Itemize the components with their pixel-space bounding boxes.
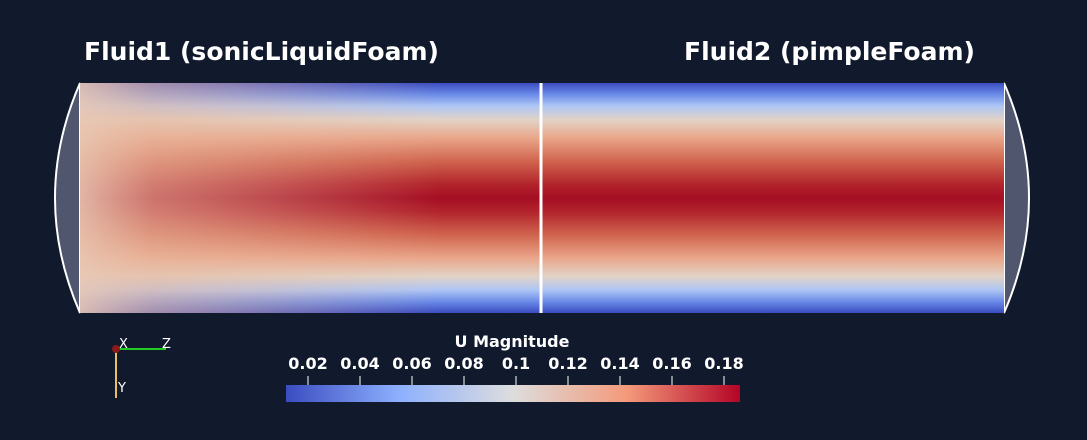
colorbar-tick-label: 0.08 [444,354,483,373]
colorbar-title: U Magnitude [455,332,570,351]
x-label: X [119,337,128,352]
colorbar-tick-label: 0.16 [652,354,691,373]
colorbar-tick-label: 0.02 [288,354,327,373]
colorbar-tick-label: 0.06 [392,354,431,373]
inlet-region [80,83,440,313]
fluid2-label: Fluid2 (pimpleFoam) [684,37,975,66]
colorbar-ticks: 0.02 0.04 0.06 0.08 0.1 0.12 0.14 0.16 0.18 [288,354,744,385]
fluid1-label: Fluid1 (sonicLiquidFoam) [84,37,439,66]
colorbar-tick-label: 0.14 [600,354,639,373]
colorbar-tick-label: 0.1 [502,354,530,373]
z-label: Z [162,337,171,352]
axes-triad: X Z Y [112,337,171,398]
y-label: Y [117,381,126,396]
inlet-cap [54,82,81,314]
outlet-cap [1003,82,1030,314]
colorbar [286,385,740,402]
colorbar-tick-label: 0.18 [704,354,743,373]
x-axis [112,345,120,353]
colorbar-tick-label: 0.12 [548,354,587,373]
colorbar-tick-label: 0.04 [340,354,379,373]
